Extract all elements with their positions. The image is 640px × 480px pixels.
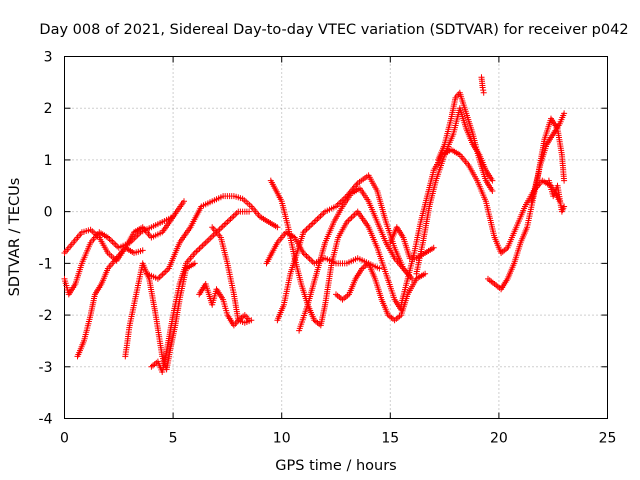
x-tick-label: 5 bbox=[169, 431, 178, 447]
data-points bbox=[61, 74, 568, 375]
marker-trace bbox=[545, 177, 568, 215]
data-series-track-1 bbox=[61, 213, 177, 298]
chart-title: Day 008 of 2021, Sidereal Day-to-day VTE… bbox=[39, 22, 628, 38]
plot-frame bbox=[64, 56, 608, 419]
data-series-track-19 bbox=[485, 110, 568, 293]
marker-trace bbox=[478, 74, 487, 96]
x-tick-label: 25 bbox=[599, 431, 617, 447]
data-series-track-8 bbox=[209, 224, 255, 326]
y-tick-label: 1 bbox=[44, 153, 53, 169]
y-tick-label: -4 bbox=[39, 412, 53, 428]
y-axis-label: SDTVAR / TECUs bbox=[7, 178, 23, 297]
data-series-track-3 bbox=[74, 244, 146, 360]
x-axis-label: GPS time / hours bbox=[275, 458, 396, 474]
marker-trace bbox=[196, 281, 253, 329]
x-tick-label: 15 bbox=[381, 431, 399, 447]
data-series-track-5 bbox=[148, 208, 253, 375]
data-series-track-11 bbox=[274, 172, 415, 324]
x-tick-label: 10 bbox=[273, 431, 291, 447]
data-series-track-16 bbox=[413, 105, 496, 277]
data-series-track-18 bbox=[478, 74, 487, 96]
marker-trace bbox=[528, 115, 568, 205]
marker-trace bbox=[61, 213, 177, 298]
marker-trace bbox=[435, 89, 496, 194]
x-tick-label: 0 bbox=[60, 431, 69, 447]
marker-trace bbox=[296, 185, 415, 334]
marker-trace bbox=[274, 172, 415, 324]
axis-ticks: 0 5 10 15 20 25 -4 -3 -2 -1 0 1 2 3 bbox=[39, 50, 617, 447]
data-series-track-12 bbox=[296, 185, 415, 334]
marker-trace bbox=[209, 224, 255, 326]
data-series-track-20 bbox=[528, 115, 568, 205]
x-tick-label: 20 bbox=[490, 431, 508, 447]
data-series-track-17 bbox=[435, 89, 496, 194]
data-series-track-2 bbox=[61, 198, 187, 264]
y-tick-label: 0 bbox=[44, 205, 53, 221]
data-series-track-21 bbox=[545, 177, 568, 215]
y-tick-label: -3 bbox=[39, 360, 53, 376]
y-tick-label: 2 bbox=[44, 101, 53, 117]
marker-trace bbox=[148, 208, 253, 375]
y-tick-label: -2 bbox=[39, 308, 53, 324]
marker-trace bbox=[61, 198, 187, 264]
marker-trace bbox=[144, 193, 281, 282]
y-tick-label: -1 bbox=[39, 256, 53, 272]
data-series-track-7 bbox=[196, 281, 253, 329]
y-tick-label: 3 bbox=[44, 50, 53, 66]
data-series-track-6 bbox=[144, 193, 281, 282]
marker-trace bbox=[413, 105, 496, 277]
marker-trace bbox=[333, 260, 429, 324]
marker-trace bbox=[74, 244, 146, 360]
marker-trace bbox=[485, 110, 568, 293]
data-series-track-13 bbox=[333, 260, 429, 324]
